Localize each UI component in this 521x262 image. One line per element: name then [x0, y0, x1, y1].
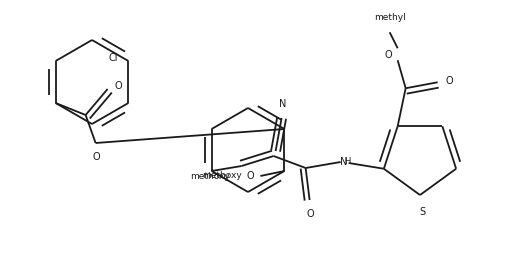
- Text: N: N: [340, 157, 347, 167]
- Text: O: O: [93, 152, 101, 162]
- Text: O: O: [247, 171, 254, 181]
- Text: S: S: [419, 207, 425, 217]
- Text: Cl: Cl: [109, 53, 118, 63]
- Text: O: O: [445, 76, 453, 86]
- Text: O: O: [115, 81, 122, 91]
- Text: N: N: [279, 99, 287, 109]
- Text: H: H: [344, 157, 350, 166]
- Text: O: O: [384, 50, 392, 60]
- Text: methyl: methyl: [374, 13, 405, 22]
- Text: O: O: [307, 209, 315, 219]
- Text: methoxy: methoxy: [203, 171, 242, 179]
- Text: methoxy: methoxy: [191, 172, 230, 181]
